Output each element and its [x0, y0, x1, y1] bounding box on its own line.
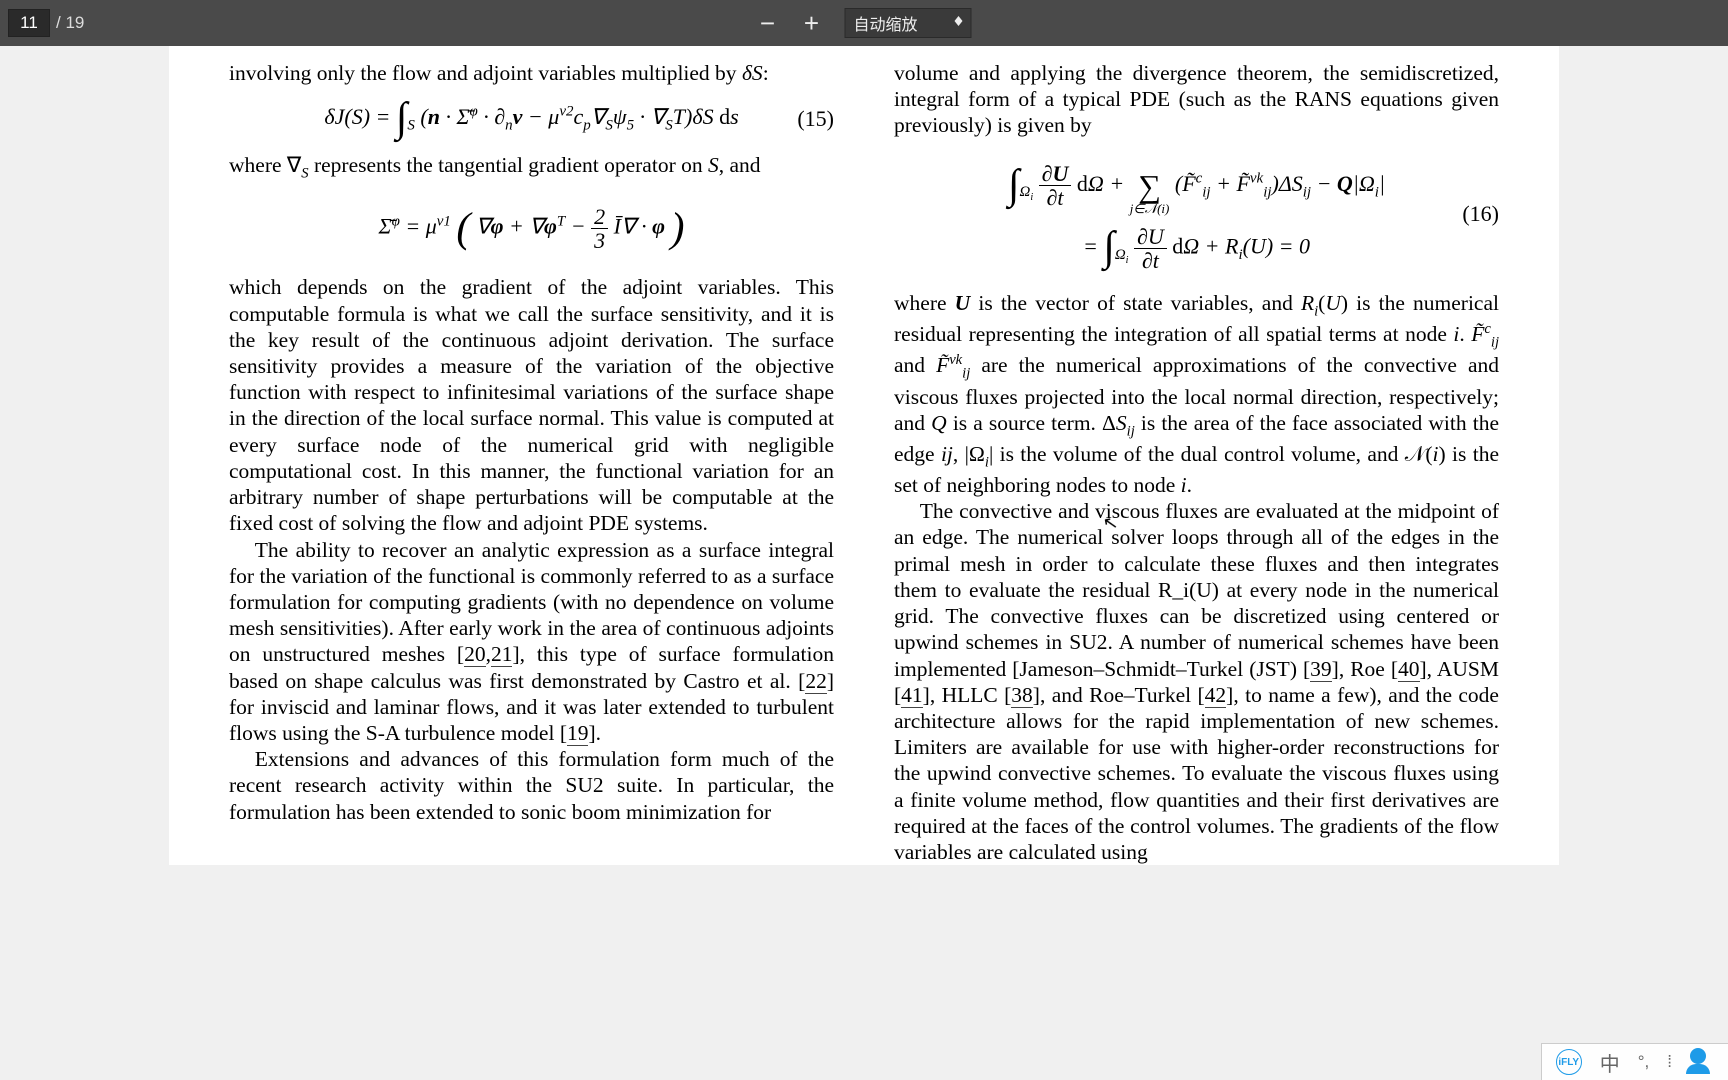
body-text: involving only the flow and adjoint vari… [229, 60, 834, 86]
body-text: where ∇S represents the tangential gradi… [229, 152, 834, 183]
body-text: where U is the vector of state variables… [894, 290, 1499, 498]
right-column: volume and applying the divergence theor… [894, 60, 1499, 865]
citation-link[interactable]: 38 [1011, 683, 1033, 708]
body-text: Extensions and advances of this formulat… [229, 746, 834, 825]
equation-number: (15) [797, 106, 834, 133]
total-pages-label: / 19 [56, 13, 84, 33]
ime-lang-button[interactable]: 中 [1600, 1048, 1620, 1077]
pdf-page: involving only the flow and adjoint vari… [169, 46, 1559, 865]
citation-link[interactable]: 40 [1398, 657, 1420, 682]
citation-link[interactable]: 19 [567, 721, 589, 746]
page-number-input[interactable]: 11 [8, 9, 50, 37]
ime-user-icon[interactable] [1690, 1048, 1714, 1076]
zoom-select-label: 自动缩放 [854, 11, 918, 35]
left-column: involving only the flow and adjoint vari… [229, 60, 834, 865]
equation-sigma: Σ̄̄φ = μv1 ( ∇φ + ∇φT − 23 Ī∇ · φ ) [229, 205, 834, 252]
body-text: The convective and viscous fluxes are ev… [894, 498, 1499, 865]
citation-link[interactable]: 39 [1310, 657, 1332, 682]
equation-number: (16) [1462, 201, 1499, 228]
equation-16: ∫Ωi ∂U∂t dΩ + ∑j∈𝒩(i) (F̃cij + F̃vkij)ΔS… [894, 157, 1499, 272]
citation-link[interactable]: 20 [464, 642, 486, 667]
citation-link[interactable]: 41 [901, 683, 923, 708]
body-text: volume and applying the divergence theor… [894, 60, 1499, 139]
citation-link[interactable]: 22 [805, 669, 827, 694]
ime-logo-icon[interactable]: iFLY [1556, 1049, 1582, 1075]
ime-toolbar: iFLY 中 °, ⁞ [1541, 1043, 1728, 1080]
equation-15: δJ(S) = ∫S (n · Σ̄̄φ · ∂nv − μv2cp∇Sψ5 ·… [229, 100, 834, 138]
zoom-select[interactable]: 自动缩放 [845, 8, 972, 38]
citation-link[interactable]: 21 [491, 642, 513, 667]
body-text: which depends on the gradient of the adj… [229, 274, 834, 536]
ime-punct-button[interactable]: °, [1638, 1052, 1650, 1072]
zoom-out-button[interactable]: − [757, 12, 779, 34]
pdf-toolbar: 11 / 19 − + 自动缩放 [0, 0, 1728, 46]
citation-link[interactable]: 42 [1205, 683, 1227, 708]
body-text: The ability to recover an analytic expre… [229, 537, 834, 747]
ime-more-icon[interactable]: ⁞ [1667, 1052, 1672, 1072]
zoom-in-button[interactable]: + [801, 12, 823, 34]
